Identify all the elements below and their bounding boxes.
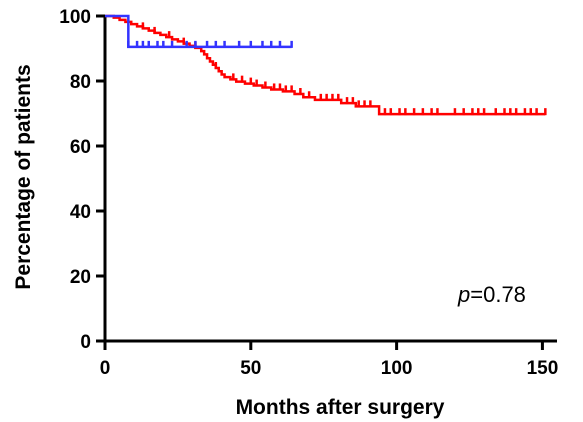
y-tick-label: 20 — [70, 267, 91, 288]
x-tick-label: 0 — [100, 358, 111, 379]
x-axis-title: Months after surgery — [236, 396, 445, 419]
survival-curve-1 — [105, 14, 546, 116]
y-tick-label: 0 — [80, 332, 91, 353]
p-value-annotation: p=0.78 — [457, 282, 526, 307]
y-tick-label: 80 — [70, 72, 91, 93]
p-value-symbol: p — [457, 282, 470, 307]
y-tick-label: 100 — [59, 7, 91, 28]
y-axis-title: Percentage of patients — [12, 64, 35, 289]
x-axis: 0 50 100 150 — [100, 339, 559, 379]
survival-curve-2 — [105, 14, 292, 49]
x-tick-label: 50 — [240, 358, 261, 379]
x-tick-label: 150 — [527, 358, 559, 379]
x-tick-label: 100 — [381, 358, 413, 379]
p-value-number: =0.78 — [470, 282, 526, 307]
plot-area — [105, 14, 547, 116]
y-axis: 0 20 40 60 80 100 — [59, 7, 107, 353]
y-tick-label: 60 — [70, 137, 91, 158]
y-tick-label: 40 — [70, 202, 91, 223]
